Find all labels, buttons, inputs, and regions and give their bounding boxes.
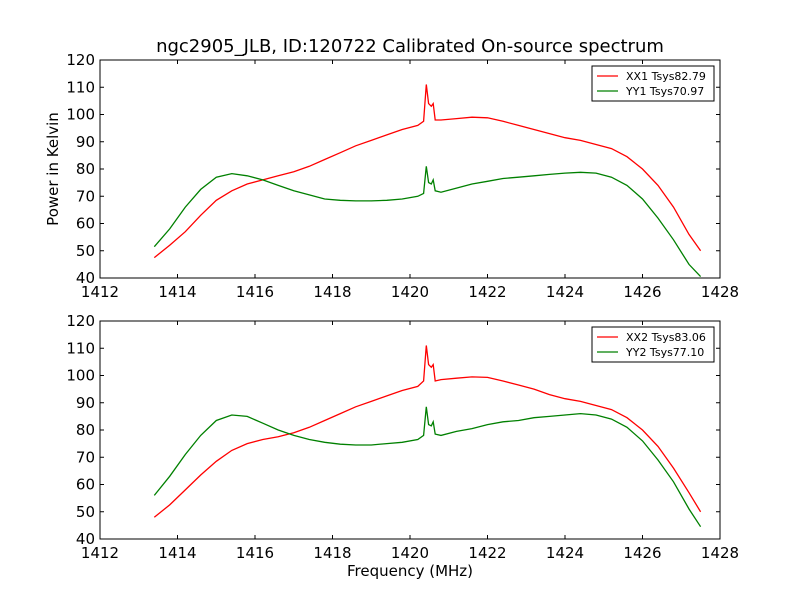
y-tick-label: 40 (76, 530, 95, 548)
bottom-panel: 1412 1414 1416 1418 1420 1422 1424 1426 1428 40 50… (66, 312, 739, 580)
x-tick-label: 1418 (313, 544, 351, 562)
x-tick-label: 1412 (81, 544, 119, 562)
y-tick-label: 70 (76, 187, 95, 205)
series-line-1 (153, 84, 702, 259)
legend-box (591, 65, 715, 102)
y-tick-label: 80 (76, 421, 95, 439)
x-tick-label: 1428 (701, 283, 739, 301)
x-tick-label: 1422 (468, 544, 506, 562)
x-tick-label: 1422 (468, 283, 506, 301)
series-line-2 (153, 406, 702, 528)
top-panel: 1412 1414 1416 1418 1420 1422 1424 1426 1428 40 50… (44, 51, 739, 301)
series-line-1 (153, 345, 702, 518)
x-tick-label: 1424 (546, 544, 584, 562)
y-tick-label: 70 (76, 448, 95, 466)
y-tick-label: 60 (76, 476, 95, 494)
x-tick-label: 1420 (391, 283, 429, 301)
x-tick-label: 1424 (546, 283, 584, 301)
x-tick-label: 1420 (391, 544, 429, 562)
y-axis-label: Power in Kelvin (44, 112, 62, 226)
legend-label: YY2 Tsys77.10 (625, 346, 704, 359)
y-tick-label: 50 (76, 503, 95, 521)
legend-box (591, 326, 715, 363)
y-tick-label: 100 (66, 367, 95, 385)
y-tick-label: 90 (76, 133, 95, 151)
y-tick-label: 110 (66, 339, 95, 357)
y-tick-label: 90 (76, 394, 95, 412)
x-tick-label: 1414 (158, 544, 196, 562)
y-tick-label: 50 (76, 242, 95, 260)
y-tick-label: 120 (66, 312, 95, 330)
y-tick-label: 80 (76, 160, 95, 178)
x-tick-label: 1426 (623, 283, 661, 301)
legend-label: XX2 Tsys83.06 (626, 331, 706, 344)
x-tick-label: 1418 (313, 283, 351, 301)
x-tick-label: 1428 (701, 544, 739, 562)
y-tick-label: 100 (66, 106, 95, 124)
series-line-2 (153, 166, 702, 278)
y-tick-label: 120 (66, 51, 95, 69)
y-tick-label: 60 (76, 215, 95, 233)
x-tick-label: 1412 (81, 283, 119, 301)
legend-label: XX1 Tsys82.79 (626, 70, 706, 83)
x-tick-label: 1426 (623, 544, 661, 562)
x-axis-label: Frequency (MHz) (347, 562, 473, 580)
y-tick-label: 40 (76, 269, 95, 287)
legend-label: YY1 Tsys70.97 (625, 85, 704, 98)
x-tick-label: 1416 (236, 283, 274, 301)
figure-title: ngc2905_JLB, ID:120722 Calibrated On-sou… (156, 36, 664, 57)
x-tick-label: 1414 (158, 283, 196, 301)
x-tick-label: 1416 (236, 544, 274, 562)
y-tick-label: 110 (66, 78, 95, 96)
